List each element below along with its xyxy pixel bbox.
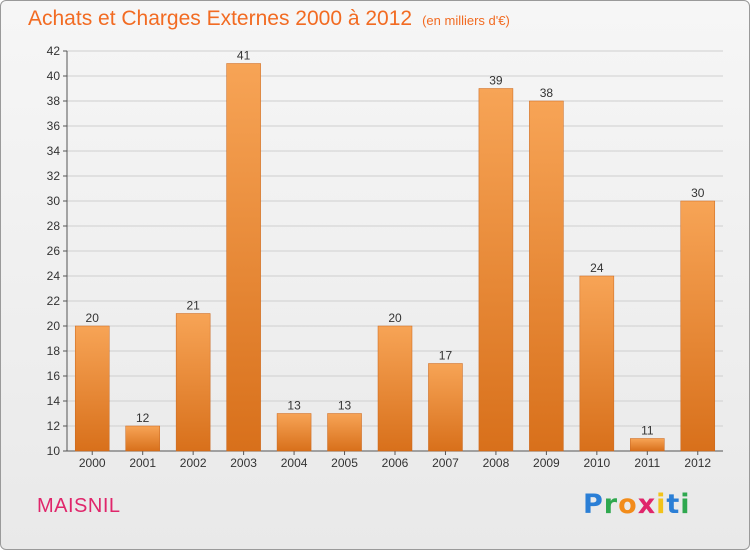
- proxiti-logo: Proxiti: [583, 489, 691, 520]
- y-tick-label: 10: [47, 444, 61, 458]
- x-tick-label: 2012: [684, 456, 711, 470]
- logo-letter: i: [680, 489, 691, 520]
- y-tick-label: 26: [47, 244, 61, 258]
- logo-letter: P: [583, 489, 604, 520]
- data-label: 21: [186, 299, 200, 313]
- data-label: 13: [287, 399, 301, 413]
- logo-letter: r: [603, 489, 619, 520]
- bars: [74, 63, 716, 452]
- data-label: 12: [136, 411, 150, 425]
- y-tick-label: 38: [47, 94, 61, 108]
- axes: 10 12 14 16 18 20 22 24 26 28 30 32 34 36 38 40 42 2000 20…: [47, 44, 723, 470]
- x-tick-label: 2006: [382, 456, 409, 470]
- y-tick-label: 16: [47, 369, 61, 383]
- bar: [428, 363, 463, 452]
- x-tick-label: 2004: [281, 456, 308, 470]
- x-tick-label: 2008: [483, 456, 510, 470]
- bar: [680, 200, 716, 452]
- bar: [125, 425, 160, 452]
- y-tick-label: 22: [47, 294, 61, 308]
- x-tick-label: 2005: [331, 456, 358, 470]
- logo-letter: x: [637, 489, 657, 520]
- x-tick-label: 2011: [634, 456, 660, 470]
- bar: [630, 438, 665, 452]
- data-label: 20: [388, 311, 402, 325]
- x-tick-label: 2002: [180, 456, 207, 470]
- chart-title-text: Achats et Charges Externes 2000 à 2012: [28, 7, 413, 30]
- x-tick-label: 2009: [533, 456, 560, 470]
- data-label: 41: [237, 49, 251, 63]
- y-tick-label: 12: [47, 419, 61, 433]
- bar: [74, 325, 110, 452]
- bar: [276, 413, 312, 452]
- y-tick-label: 18: [47, 344, 61, 358]
- bar: [226, 63, 261, 452]
- data-label: 30: [691, 186, 705, 200]
- commune-name: MAISNIL: [37, 495, 121, 517]
- data-label: 20: [86, 311, 100, 325]
- bar: [579, 275, 615, 452]
- chart-unit: (en milliers d'€): [422, 13, 510, 28]
- data-label: 39: [489, 74, 503, 88]
- y-tick-label: 40: [47, 69, 61, 83]
- y-tick-label: 32: [47, 169, 61, 183]
- data-label: 38: [540, 86, 554, 100]
- x-tick-label: 2010: [583, 456, 610, 470]
- y-tick-label: 36: [47, 119, 61, 133]
- x-tick-label: 2001: [129, 456, 156, 470]
- logo-letter: i: [656, 489, 667, 520]
- data-label: 11: [641, 424, 654, 438]
- logo-letter: o: [618, 489, 638, 520]
- y-tick-label: 24: [47, 269, 61, 283]
- y-tick-label: 28: [47, 219, 61, 233]
- x-tick-label: 2000: [79, 456, 106, 470]
- logo-letter: t: [666, 489, 681, 520]
- chart-title: Achats et Charges Externes 2000 à 2012 (e…: [28, 7, 510, 31]
- y-tick-label: 30: [47, 194, 61, 208]
- bar: [175, 313, 211, 452]
- data-label: 17: [439, 349, 453, 363]
- x-tick-label: 2003: [230, 456, 257, 470]
- data-labels: 20 12 21 41 13 13 20 17 39 38 24 11 30: [86, 49, 705, 438]
- data-label: 13: [338, 399, 352, 413]
- y-tick-label: 34: [47, 144, 61, 158]
- x-tick-label: 2007: [432, 456, 459, 470]
- y-tick-label: 42: [47, 44, 61, 58]
- y-tick-label: 14: [47, 394, 61, 408]
- bar: [377, 325, 413, 452]
- bar: [478, 88, 514, 452]
- data-label: 24: [590, 261, 604, 275]
- y-tick-label: 20: [47, 319, 61, 333]
- bar: [327, 413, 362, 452]
- bar: [529, 100, 564, 452]
